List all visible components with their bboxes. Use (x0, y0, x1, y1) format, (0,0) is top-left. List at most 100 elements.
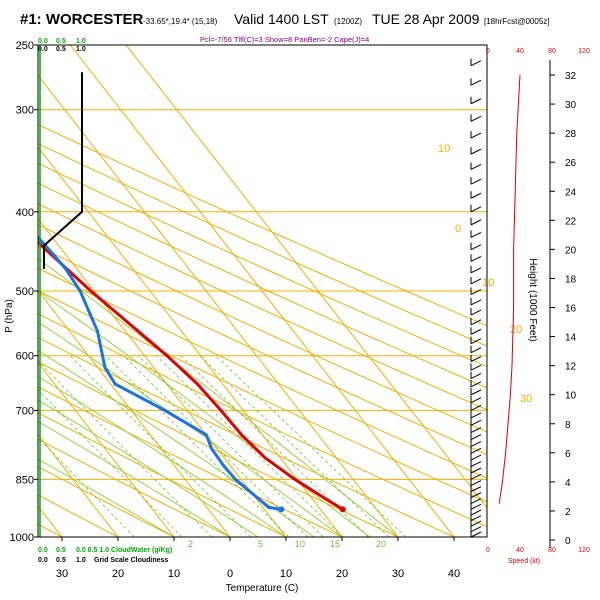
isotherm (38, 74, 399, 537)
dewpoint-point (113, 382, 117, 386)
temperature-point (325, 498, 329, 501)
wind-barb (470, 147, 482, 155)
wind-barb-staff (470, 115, 482, 122)
speed-tick-bottom: 0 (486, 547, 490, 554)
wind-barb (470, 265, 482, 274)
dewpoint-line (38, 235, 282, 511)
wind-barb (470, 276, 482, 285)
wind-barb-staff (470, 389, 482, 396)
cloud-bottom-tick-1-green: 0.5 (56, 547, 66, 554)
wind-barb (470, 478, 482, 486)
wind-barb-staff (470, 441, 482, 447)
wind-barb (470, 453, 482, 461)
wind-barb-staff (470, 520, 482, 527)
moist-adiabat (38, 257, 399, 537)
dewpoint-point (78, 289, 82, 293)
temperature-point (165, 354, 169, 358)
dewpoint-point (210, 447, 214, 451)
wind-barb-staff (470, 373, 482, 380)
y-tick-label: 700 (16, 405, 34, 417)
speed-tick-bottom: 120 (578, 547, 590, 554)
wind-barb (470, 363, 482, 371)
temperature-point (89, 289, 93, 293)
wind-barb-staff (470, 498, 482, 504)
wind-barb (470, 418, 482, 426)
wind-barb (470, 345, 482, 354)
valid-time: Valid 1400 LST (234, 11, 329, 27)
dewpoint-point (234, 477, 237, 481)
wind-barb-staff (470, 412, 482, 419)
dry-adiabat (38, 336, 455, 537)
wind-barb-staff (470, 404, 482, 411)
height-tick-label: 18 (565, 274, 577, 285)
isotherm (0, 45, 6, 537)
wind-barb (470, 379, 482, 388)
moist-adiabat (38, 321, 343, 537)
wind-barb (470, 217, 482, 226)
wind-barb (470, 371, 482, 380)
dewpoint-point (103, 365, 107, 369)
cloudwater-bottom-axis: 0.0 0.5 0.0 0.5 1.0 CloudWater (g/Kg) 0.… (38, 547, 172, 564)
sounding-curves (4, 45, 346, 537)
dewpoint-point (267, 506, 270, 509)
cloudwater-top-axis: 0.0 0.5 1.0 0.0 0.5 1.0 (38, 38, 86, 53)
height-tick-label: 24 (565, 187, 577, 198)
wind-barb-staff (470, 427, 482, 433)
cloudwater-label: 0.0 0.5 1.0 CloudWater (g/Kg) (76, 547, 172, 554)
wind-barb-staff (470, 503, 482, 510)
wind-barb (470, 459, 482, 468)
wind-barb (470, 496, 482, 504)
temperature-point (263, 456, 267, 460)
wind-barb-staff (470, 454, 482, 461)
isotherm (38, 433, 119, 537)
wind-barb-staff (470, 309, 482, 316)
speed-tick-bottom: 40 (516, 547, 524, 554)
y-tick-label: 250 (16, 40, 34, 52)
isotherm (38, 218, 287, 537)
temperature-point (4, 210, 7, 213)
cloud-top-tick-2: 1.0 (76, 46, 86, 53)
dewpoint-point (258, 498, 261, 501)
mixing-ratio-line (38, 436, 135, 537)
wind-height-panel: 0246810121416182022242628303200404080801… (470, 45, 590, 554)
wind-barb-staff (470, 319, 482, 326)
y-tick-label: 1000 (10, 532, 34, 544)
wind-barb-staff (470, 447, 482, 454)
wind-barb-staff (470, 531, 482, 538)
wind-barb-staff (470, 364, 482, 371)
dry-adiabat (38, 361, 399, 537)
chart-title: #1: WORCESTER (20, 11, 144, 28)
wind-barb (470, 308, 482, 316)
wind-barb (470, 254, 482, 262)
height-tick-label: 0 (565, 536, 571, 547)
dry-adiabat (38, 290, 487, 503)
wind-barb-staff (470, 267, 482, 274)
cloud-top-tick-2-green: 1.0 (76, 38, 86, 45)
mixing-ratio-label: 2 (188, 539, 193, 549)
dry-adiabat (38, 313, 487, 528)
wind-barb (470, 502, 482, 510)
height-tick-label: 30 (565, 100, 577, 111)
mixing-ratio-line (215, 355, 407, 537)
wind-barb-staff (470, 338, 482, 345)
wind-barb-staff (470, 480, 482, 486)
temperature-axis: 30 20 10 0 10 20 30 40 (56, 537, 460, 580)
mixing-ratio-line (180, 355, 369, 537)
dry-adiabat (38, 123, 487, 327)
wind-barb (470, 387, 482, 396)
wind-barb-staff (470, 473, 482, 480)
temperature-point (293, 477, 297, 481)
mixing-ratio-line (156, 355, 343, 537)
wind-barb-staff (470, 397, 482, 404)
dewpoint-point (96, 329, 99, 333)
dry-adiabat-label: 20 (510, 324, 522, 336)
wind-barb (470, 287, 482, 295)
mixing-ratio-label: 20 (376, 539, 386, 549)
y-tick-label: 300 (16, 105, 34, 117)
dry-adiabat (38, 224, 487, 433)
height-tick-label: 22 (565, 216, 577, 227)
wind-barb-staff (470, 356, 482, 363)
dry-adiabat (38, 466, 175, 537)
x-tick-label: 0 (227, 568, 233, 580)
wind-barb (470, 58, 482, 67)
